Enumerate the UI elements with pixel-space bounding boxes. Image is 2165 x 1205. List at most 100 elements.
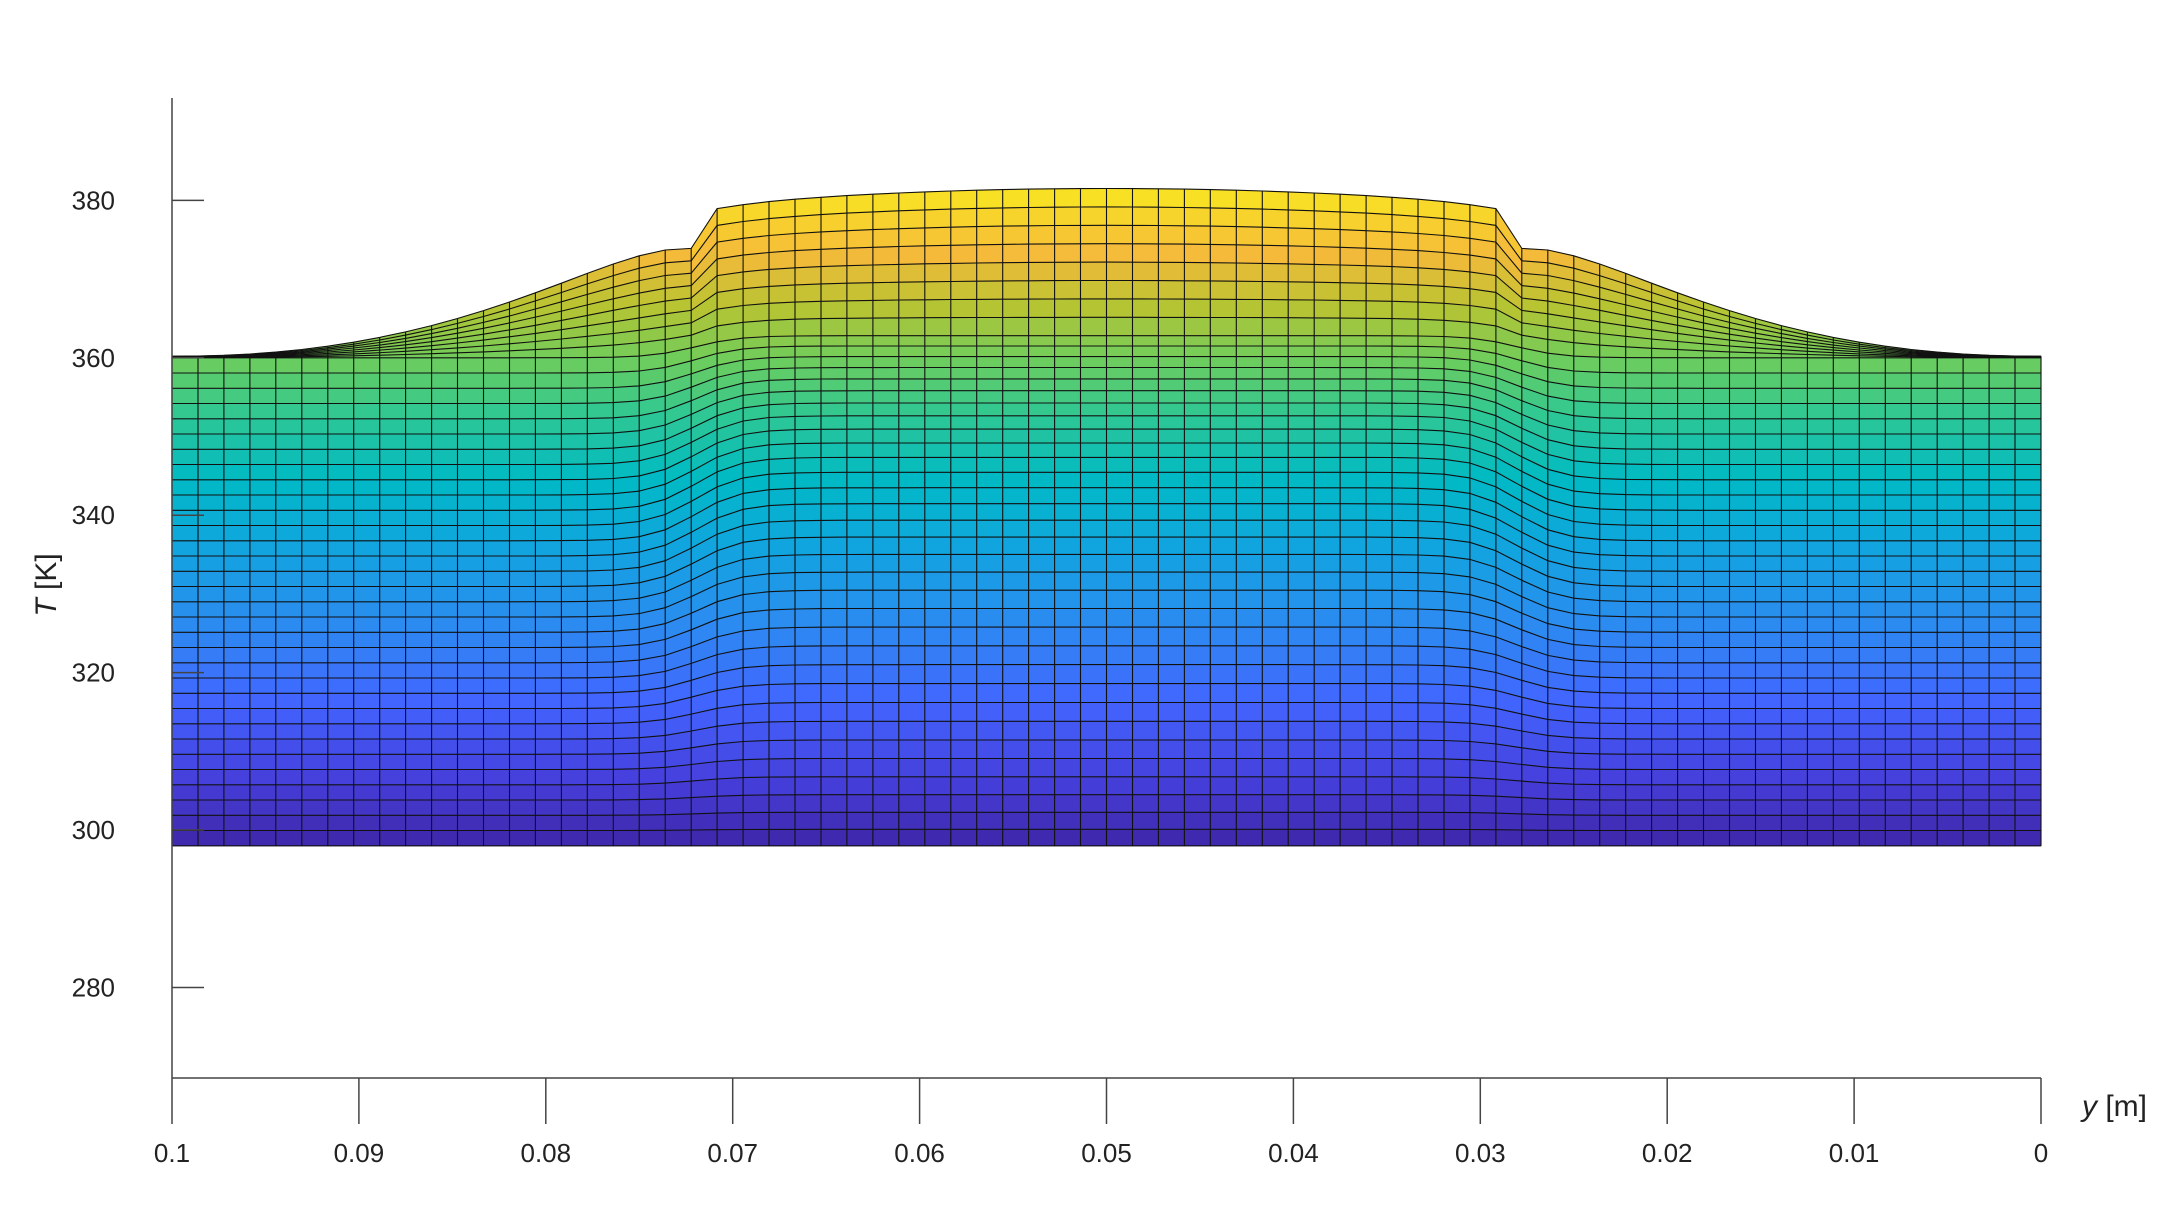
mesh-cell [1936,723,1964,740]
mesh-cell [846,664,874,684]
mesh-cell [1599,539,1627,557]
mesh-cell [586,646,614,663]
mesh-cell [768,215,796,236]
mesh-cell [950,828,978,847]
mesh-cell [1365,536,1393,555]
mesh-cell [976,244,1004,264]
mesh-cell [1313,228,1341,248]
mesh-cell [1287,390,1315,404]
y-axis-label: T [K] [30,553,63,616]
mesh-cell [327,723,355,740]
mesh-cell [560,539,588,557]
mesh-cell [820,571,848,591]
mesh-cell [1703,692,1730,709]
mesh-cell [950,298,978,319]
mesh-cell [353,799,381,816]
mesh-cell [1417,794,1445,813]
mesh-cell [872,571,900,591]
mesh-cell [872,456,900,473]
mesh-cell [301,494,329,511]
mesh-cell [301,433,329,450]
mesh-cell [1235,226,1263,246]
mesh-cell [1209,262,1237,282]
mesh-cell [1080,415,1107,430]
mesh-cell [1183,702,1211,722]
mesh-cell [1884,769,1912,786]
mesh-cell [1080,571,1107,591]
mesh-cell [1936,631,1964,648]
mesh-cell [1339,720,1367,741]
mesh-cell [171,601,199,618]
mesh-cell [1209,402,1237,417]
mesh-cell [1755,448,1782,465]
mesh-cell [1703,372,1730,389]
mesh-cell [197,601,225,618]
mesh-cell [1703,540,1730,557]
mesh-cell [1988,372,2016,389]
mesh-cell [1417,702,1445,723]
mesh-cell [457,799,484,816]
mesh-cell [353,509,381,526]
mesh-cell [1936,586,1964,603]
mesh-cell [379,464,407,481]
mesh-cell [379,403,407,420]
mesh-cell [846,229,874,249]
mesh-cell [1703,738,1730,755]
mesh-cell [1599,356,1627,374]
mesh-cell [1599,753,1627,770]
mesh-cell [1832,814,1860,831]
mesh-cell [431,357,458,374]
mesh-cell [1287,608,1315,628]
mesh-cell [223,616,251,633]
mesh-cell [509,433,536,450]
mesh-row [171,702,2042,740]
mesh-cell [275,403,303,420]
mesh-cell [1651,723,1678,740]
mesh-cell [1910,403,1938,420]
mesh-cell [1391,367,1419,380]
mesh-cell [1183,471,1211,489]
mesh-cell [820,415,848,430]
mesh-cell [612,597,640,617]
mesh-cell [1054,471,1081,489]
mesh-cell [223,372,251,389]
mesh-cell [1158,280,1185,300]
mesh-cell [1183,188,1211,209]
mesh-cell [223,738,251,755]
mesh-cell [1625,600,1653,618]
mesh-cell [794,356,822,369]
mesh-cell [1832,601,1860,618]
mesh-cell [1781,525,1808,542]
mesh-cell [1261,608,1289,628]
mesh-cell [1365,300,1393,320]
mesh-cell [1910,387,1938,404]
mesh-cell [1625,448,1653,465]
mesh-cell [1002,519,1030,538]
mesh-cell [872,378,900,392]
mesh-cell [1158,487,1185,505]
mesh-cell [1573,799,1601,816]
mesh-cell [1002,442,1030,458]
mesh-cell [275,387,303,404]
mesh-cell [327,814,355,831]
mesh-cell [353,387,381,404]
mesh-cell [950,720,978,741]
mesh-cell [1080,471,1107,489]
mesh-cell [1651,753,1678,770]
mesh-cell [1339,317,1367,337]
mesh-cell [457,555,484,572]
mesh-cell [1858,525,1886,542]
mesh-cell [431,372,458,389]
mesh-cell [483,448,510,465]
mesh-cell [1339,758,1367,778]
mesh-cell [1339,229,1367,249]
mesh-cell [327,494,355,511]
mesh-cell [586,447,614,465]
x-axis-label-var: y [2080,1090,2099,1123]
mesh-cell [1028,428,1055,444]
mesh-cell [820,683,848,703]
mesh-cell [1313,664,1341,684]
mesh-cell [1884,586,1912,603]
mesh-cell [846,683,874,703]
mesh-cell [768,335,796,348]
